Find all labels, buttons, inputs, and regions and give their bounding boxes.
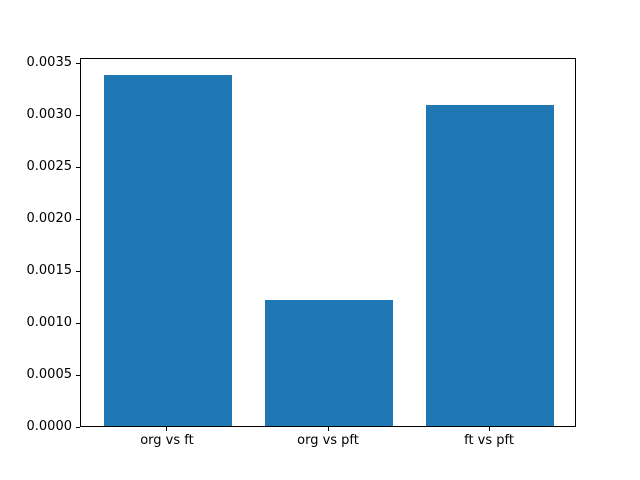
x-tick-label-org-vs-ft: org vs ft [140, 433, 194, 448]
y-tick-label: 0.0030 [26, 107, 73, 123]
y-tick-mark [76, 270, 80, 272]
x-tick-label-ft-vs-pft: ft vs pft [464, 433, 514, 448]
x-tick-mark [327, 427, 329, 431]
y-tick-label: 0.0010 [26, 315, 73, 331]
y-tick-label: 0.0025 [26, 159, 73, 175]
y-tick-label: 0.0035 [26, 55, 73, 71]
y-tick-mark [76, 218, 80, 220]
bar-org-vs-ft [103, 74, 233, 426]
y-tick-mark [76, 114, 80, 116]
bar-org-vs-pft [264, 300, 394, 426]
x-tick-mark [166, 427, 168, 431]
y-tick-mark [76, 62, 80, 64]
y-tick-mark [76, 322, 80, 324]
y-tick-mark [76, 374, 80, 376]
y-tick-label: 0.0020 [26, 211, 73, 227]
y-tick-label: 0.0000 [26, 419, 73, 434]
plot-area [80, 58, 576, 427]
x-tick-label-org-vs-pft: org vs pft [297, 433, 359, 448]
x-tick-mark [488, 427, 490, 431]
y-tick-label: 0.0005 [26, 367, 73, 382]
y-tick-mark [76, 426, 80, 428]
bar-ft-vs-pft [425, 104, 555, 426]
y-tick-mark [76, 166, 80, 168]
y-tick-label: 0.0015 [26, 263, 73, 279]
